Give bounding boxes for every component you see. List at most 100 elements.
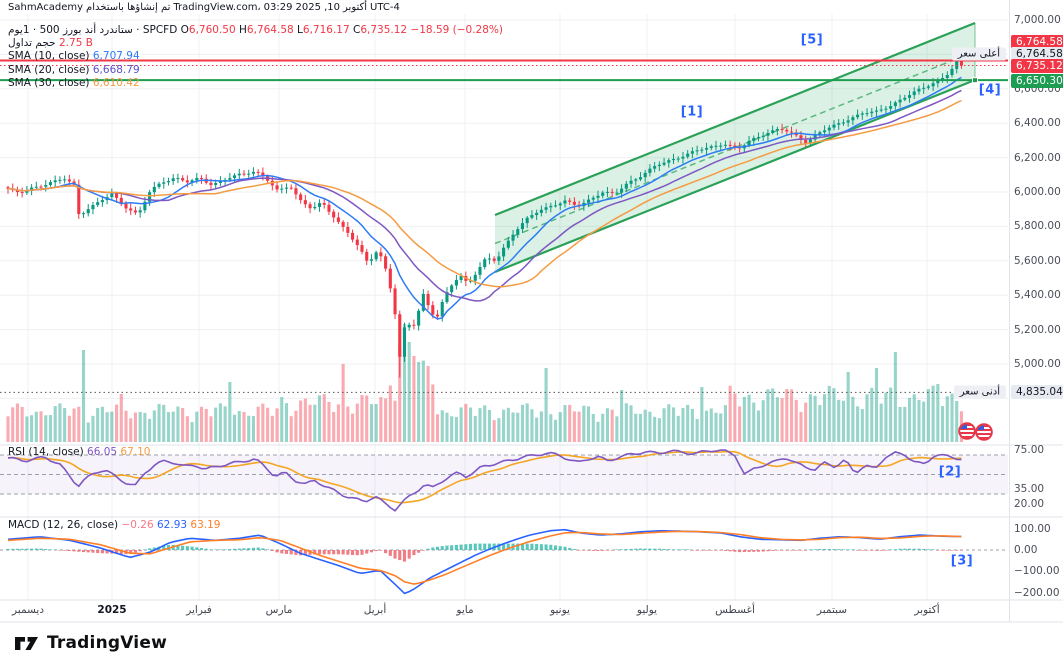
time-axis-month[interactable]: أبريل: [363, 604, 387, 616]
macd-histogram-bar: [525, 543, 529, 550]
macd-histogram-bar: [563, 546, 567, 550]
time-axis-month[interactable]: مايو: [456, 604, 474, 616]
price-badge: 6,764.58: [1011, 46, 1063, 61]
time-axis-month[interactable]: سبتمبر: [816, 604, 848, 616]
macd-histogram-bar: [407, 550, 411, 559]
macd-histogram-bar: [20, 548, 24, 550]
volume-bar: [681, 408, 685, 442]
macd-histogram-bar: [851, 549, 855, 550]
macd-histogram-bar: [799, 550, 803, 551]
macd-histogram-bar: [775, 550, 779, 551]
time-axis-month[interactable]: يوليو: [636, 604, 658, 616]
candle-body: [714, 145, 718, 147]
time-axis-month[interactable]: مارس: [265, 604, 293, 616]
time-axis-month[interactable]: 2025: [97, 604, 127, 616]
volume-bar: [705, 410, 709, 442]
macd-histogram-bar: [148, 548, 152, 550]
candle-body: [218, 180, 222, 183]
candle-body: [143, 201, 147, 211]
macd-histogram-bar: [63, 550, 67, 551]
macd-histogram-bar: [6, 548, 10, 550]
candle-body: [544, 207, 548, 210]
macd-histogram-bar: [421, 550, 425, 551]
macd-histogram-bar: [209, 549, 213, 550]
volume-bar: [270, 415, 274, 442]
candle-body: [884, 108, 888, 110]
volume-bar: [388, 385, 392, 442]
macd-histogram-bar: [903, 548, 907, 550]
macd-histogram-bar: [388, 550, 392, 556]
macd-histogram-bar: [870, 550, 874, 551]
volume-bar: [780, 398, 784, 442]
macd-histogram-bar: [719, 550, 723, 551]
volume-row[interactable]: حجم تداول 2.75 B: [8, 37, 503, 50]
macd-histogram-bar: [723, 550, 727, 551]
volume-bar: [563, 405, 567, 442]
candle-body: [284, 187, 289, 189]
volume-bar: [601, 413, 605, 442]
sma10-row[interactable]: SMA (10, close) 6,707.94: [8, 50, 503, 63]
macd-histogram-bar: [384, 550, 388, 554]
close-label: C: [353, 24, 361, 36]
macd-histogram-bar: [761, 550, 765, 552]
candle-body: [719, 145, 723, 147]
candle-body: [898, 99, 902, 103]
sma20-row[interactable]: SMA (20, close) 6,668.79: [8, 64, 503, 77]
volume-bar: [162, 404, 166, 442]
sma30-label: SMA (30, close): [8, 76, 90, 89]
volume-bar: [893, 352, 897, 442]
candle-body: [289, 187, 293, 189]
macd-histogram-bar: [516, 543, 520, 550]
candle-body: [313, 206, 317, 209]
candle-body: [756, 137, 761, 139]
macd-histogram-bar: [105, 550, 109, 554]
macd-legend[interactable]: MACD (12, 26, close) −0.26 62.93 63.19: [8, 519, 220, 531]
candle-body: [615, 192, 619, 194]
candle-body: [157, 183, 161, 187]
candle-body: [912, 91, 916, 96]
symbol-legend[interactable]: ستاندرد أند بورز 500 · 1يوم · SPCFD O6,7…: [8, 24, 503, 90]
candle-body: [568, 200, 572, 202]
time-axis-month[interactable]: ديسمبر: [12, 604, 44, 616]
volume-bar: [454, 417, 458, 442]
volume-bar: [865, 394, 869, 442]
candle-body: [365, 251, 369, 261]
volume-bar: [20, 406, 24, 442]
macd-histogram-bar: [945, 550, 949, 551]
volume-bar: [785, 389, 789, 442]
volume-bar: [143, 412, 147, 442]
time-axis-month[interactable]: أغسطس: [715, 604, 755, 616]
volume-bar: [266, 407, 270, 442]
candle-body: [686, 153, 690, 157]
symbol-row[interactable]: ستاندرد أند بورز 500 · 1يوم · SPCFD O6,7…: [8, 24, 503, 36]
macd-histogram-bar: [931, 549, 935, 550]
volume-bar: [426, 365, 430, 442]
volume-bar: [789, 389, 794, 442]
time-axis-month[interactable]: فبراير: [186, 604, 212, 616]
rsi-legend[interactable]: RSI (14, close) 66.05 67.10: [8, 446, 150, 458]
volume-bar: [931, 385, 935, 442]
macd-histogram-bar: [695, 550, 699, 551]
macd-histogram-bar: [270, 550, 274, 551]
price-tick: 5,000.00: [1014, 358, 1061, 370]
volume-bar: [105, 412, 109, 442]
volume-bar: [407, 342, 411, 442]
volume-bar: [502, 409, 506, 442]
macd-histogram-bar: [889, 549, 893, 550]
macd-histogram-bar: [601, 550, 605, 551]
candle-body: [690, 151, 694, 154]
macd-histogram-bar: [884, 550, 888, 551]
sma30-row[interactable]: SMA (30, close) 6,610.42: [8, 77, 503, 90]
candle-body: [445, 292, 449, 302]
time-axis-month[interactable]: أكتوبر: [914, 604, 940, 616]
volume-bar: [346, 406, 350, 442]
time-axis-month[interactable]: يونيو: [550, 604, 570, 616]
volume-bar: [275, 408, 279, 442]
volume-bar: [233, 414, 237, 442]
macd-histogram-bar: [662, 548, 666, 550]
candle-body: [190, 180, 194, 183]
macd-histogram-bar: [922, 548, 926, 550]
volume-bar: [714, 412, 718, 442]
annotation-marker: [3]: [950, 553, 974, 569]
